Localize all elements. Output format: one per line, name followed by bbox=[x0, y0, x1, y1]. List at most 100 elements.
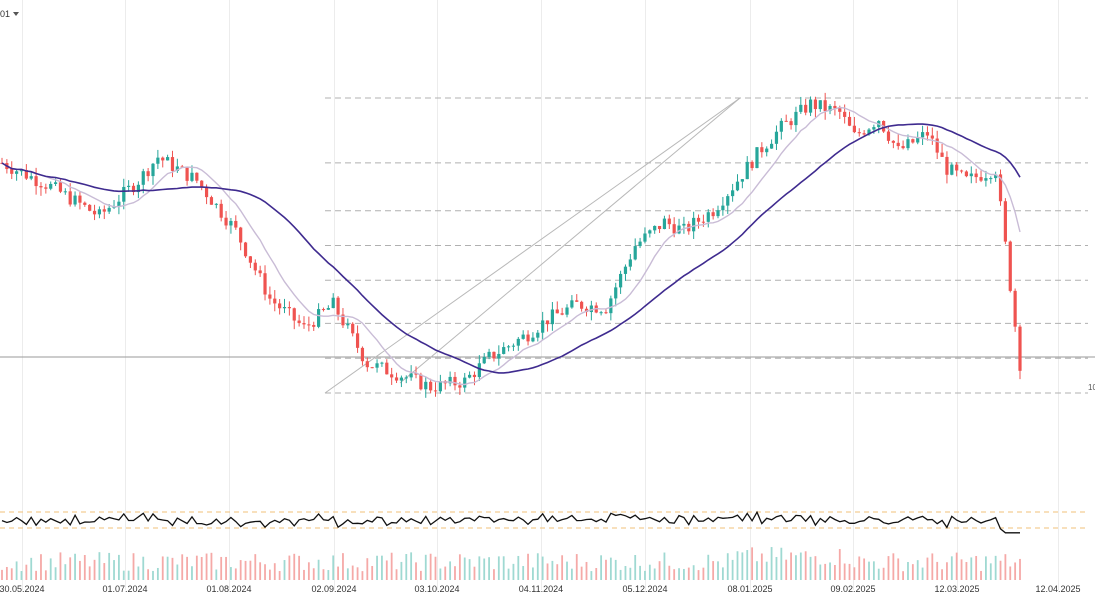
candle-body bbox=[974, 173, 978, 178]
volume-bar bbox=[410, 552, 413, 580]
candle-body bbox=[331, 297, 335, 309]
candle-body bbox=[614, 287, 618, 299]
volume-bar bbox=[322, 569, 325, 580]
candle-body bbox=[516, 338, 520, 346]
x-tick-label: 01.07.2024 bbox=[102, 584, 147, 594]
volume-bar bbox=[970, 557, 973, 580]
candle-body bbox=[1008, 241, 1012, 291]
volume-bar bbox=[989, 563, 992, 580]
candle-body bbox=[692, 217, 696, 232]
candle-body bbox=[930, 135, 934, 139]
volume-bar bbox=[868, 561, 870, 580]
candle-body bbox=[838, 108, 842, 112]
volume-bar bbox=[493, 569, 495, 580]
volume-bar bbox=[814, 556, 817, 580]
candle-body bbox=[745, 161, 749, 180]
candle-body bbox=[29, 176, 33, 179]
volume-bar bbox=[712, 561, 715, 580]
volume-bar bbox=[69, 557, 72, 580]
symbol-label: 01 bbox=[0, 9, 11, 19]
volume-bar bbox=[575, 554, 578, 580]
volume-bar bbox=[882, 567, 885, 580]
candle-body bbox=[623, 266, 628, 274]
candle-body bbox=[97, 209, 102, 215]
candle-body bbox=[156, 157, 160, 164]
volume-bar bbox=[361, 571, 364, 580]
volume-bar bbox=[483, 558, 486, 580]
candle-body bbox=[945, 156, 949, 175]
volume-bar bbox=[517, 555, 520, 580]
volume-bar bbox=[614, 559, 617, 580]
volume-bar bbox=[741, 552, 744, 580]
candle-body bbox=[969, 173, 973, 177]
candle-body bbox=[940, 152, 944, 157]
volume-bar bbox=[332, 555, 335, 580]
candle-body bbox=[696, 217, 701, 222]
chart-toolbar: 01 bbox=[0, 6, 20, 22]
volume-bar bbox=[892, 553, 895, 580]
candle-body bbox=[122, 186, 126, 202]
volume-bar bbox=[897, 558, 900, 580]
candle-body bbox=[545, 320, 550, 325]
volume-bar bbox=[356, 567, 359, 580]
volume-bar bbox=[244, 560, 247, 580]
candle-body bbox=[1013, 290, 1017, 327]
candle-body bbox=[68, 191, 72, 205]
volume-bar bbox=[98, 552, 101, 580]
volume-bar bbox=[44, 570, 47, 580]
x-tick-label: 12.04.2025 bbox=[1035, 584, 1080, 594]
candle-body bbox=[979, 177, 983, 181]
volume-bar bbox=[658, 561, 661, 580]
candle-body bbox=[774, 131, 779, 144]
volume-bar bbox=[5, 566, 8, 580]
volume-bar bbox=[429, 553, 432, 580]
candle-body bbox=[317, 309, 321, 327]
candle-body bbox=[433, 390, 438, 392]
candle-body bbox=[555, 309, 559, 314]
candle-body bbox=[677, 225, 681, 234]
volume-bar bbox=[819, 564, 822, 580]
volume-bar bbox=[941, 569, 943, 580]
volume-bar bbox=[186, 556, 188, 580]
volume-bar bbox=[195, 555, 198, 580]
candle-body bbox=[731, 190, 735, 197]
candle-body bbox=[808, 99, 813, 113]
volume-bar bbox=[113, 560, 115, 580]
volume-bar bbox=[585, 561, 588, 580]
volume-bar bbox=[434, 556, 437, 580]
candle-body bbox=[414, 373, 418, 375]
candle-body bbox=[867, 129, 871, 135]
volume-bar bbox=[790, 552, 792, 580]
volume-bar bbox=[161, 556, 164, 580]
candle-body bbox=[390, 374, 394, 378]
volume-bar bbox=[122, 570, 125, 580]
volume-bar bbox=[580, 566, 583, 580]
volume-bar bbox=[960, 559, 963, 580]
candle-body bbox=[799, 104, 803, 112]
candle-body bbox=[83, 202, 87, 205]
candle-body bbox=[920, 132, 925, 138]
volume-bar bbox=[634, 555, 637, 580]
volume-bar bbox=[687, 567, 690, 580]
vertical-grid bbox=[22, 0, 1059, 590]
candle-body bbox=[994, 174, 998, 179]
candle-body bbox=[575, 300, 579, 302]
volume-bar bbox=[171, 557, 174, 580]
symbol-dropdown[interactable]: 01 bbox=[0, 9, 20, 19]
volume-bar bbox=[152, 570, 154, 580]
volume-bar bbox=[210, 552, 213, 580]
price-axis-label: 10 bbox=[1088, 383, 1095, 392]
volume-bar bbox=[405, 554, 408, 580]
volume-bar bbox=[371, 565, 374, 580]
volume-bar bbox=[181, 554, 184, 580]
volume-bar bbox=[200, 557, 203, 580]
volume-bar bbox=[390, 552, 393, 580]
candle-body bbox=[857, 132, 861, 134]
volume-bar bbox=[419, 570, 422, 580]
volume-bar bbox=[191, 566, 193, 580]
volume-bar bbox=[644, 570, 646, 580]
volume-bar bbox=[950, 556, 953, 580]
volume-bar bbox=[346, 568, 349, 580]
volume-bar bbox=[619, 569, 622, 580]
